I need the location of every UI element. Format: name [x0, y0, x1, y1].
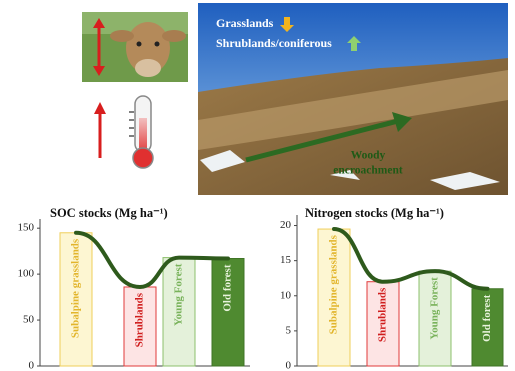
chart: Nitrogen stocks (Mg ha⁻¹) 0 5 10 15 20 Subalpi…: [280, 206, 508, 371]
chart: SOC stocks (Mg ha⁻¹) 0 50 100 150 Subalpine g…: [18, 206, 251, 371]
bar-label: Subalpine grasslands: [70, 238, 82, 338]
legend-text: Grasslands: [216, 16, 274, 30]
y-tick-label: 15: [280, 254, 292, 266]
graphical-abstract: Grasslands Shrublands/coniferous Woody e…: [0, 0, 515, 371]
bar-label: Subalpine grasslands: [328, 234, 340, 334]
trend-curve: [334, 229, 488, 289]
y-tick-label: 100: [18, 268, 35, 280]
y-tick-label: 10: [280, 289, 292, 301]
annotation: Woody: [351, 150, 386, 162]
bar-label: Young Forest: [429, 277, 441, 340]
bar-label: Old forest: [222, 264, 234, 311]
y-tick-label: 50: [23, 314, 35, 326]
annotation: encroachment: [333, 165, 403, 177]
trend-curve: [76, 233, 228, 287]
page: {"photo": {"legend": ["Grasslands", "Shr…: [0, 0, 515, 371]
cow-photo: [82, 12, 188, 82]
chart-title: Nitrogen stocks (Mg ha⁻¹): [305, 206, 444, 220]
y-tick-label: 5: [286, 324, 292, 336]
temperature-rise: [94, 96, 153, 168]
chart-title: SOC stocks (Mg ha⁻¹): [50, 206, 168, 220]
bar-label: Shrublands: [134, 292, 146, 347]
bar-label: Old forest: [481, 294, 493, 341]
y-tick-label: 0: [29, 360, 35, 371]
y-tick-label: 20: [280, 219, 292, 231]
y-tick-label: 150: [18, 222, 35, 234]
y-tick-label: 0: [286, 360, 292, 371]
legend-text: Shrublands/coniferous: [216, 36, 332, 50]
bar-label: Shrublands: [377, 287, 389, 342]
landscape-photo: Grasslands Shrublands/coniferous Woody e…: [198, 3, 508, 195]
bar-label: Young Forest: [173, 263, 185, 326]
